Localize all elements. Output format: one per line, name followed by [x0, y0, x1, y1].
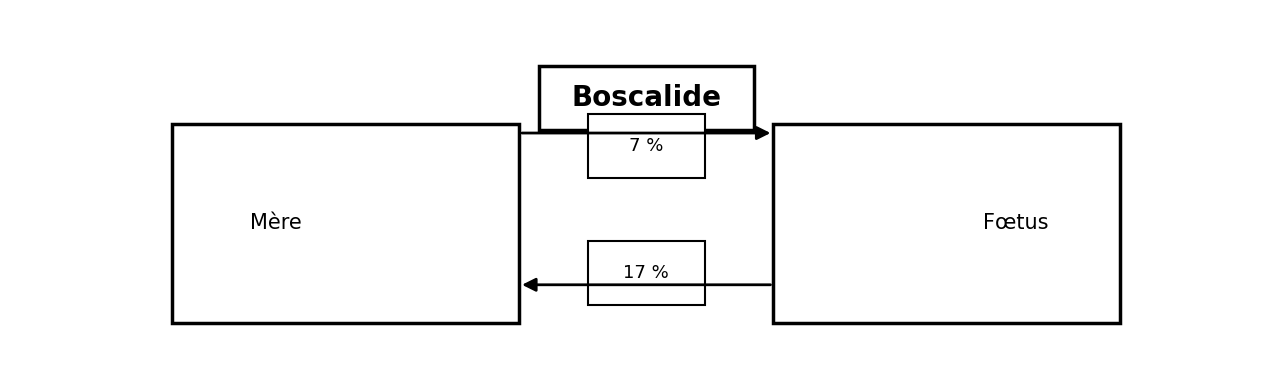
- FancyBboxPatch shape: [588, 114, 705, 178]
- Text: 7 %: 7 %: [629, 137, 663, 155]
- Text: 17 %: 17 %: [623, 264, 670, 282]
- FancyBboxPatch shape: [773, 124, 1120, 323]
- FancyBboxPatch shape: [173, 124, 520, 323]
- FancyBboxPatch shape: [538, 66, 754, 130]
- Text: Fœtus: Fœtus: [984, 213, 1049, 233]
- Text: Boscalide: Boscalide: [571, 84, 721, 112]
- FancyBboxPatch shape: [588, 241, 705, 305]
- Text: Mère: Mère: [251, 213, 303, 233]
